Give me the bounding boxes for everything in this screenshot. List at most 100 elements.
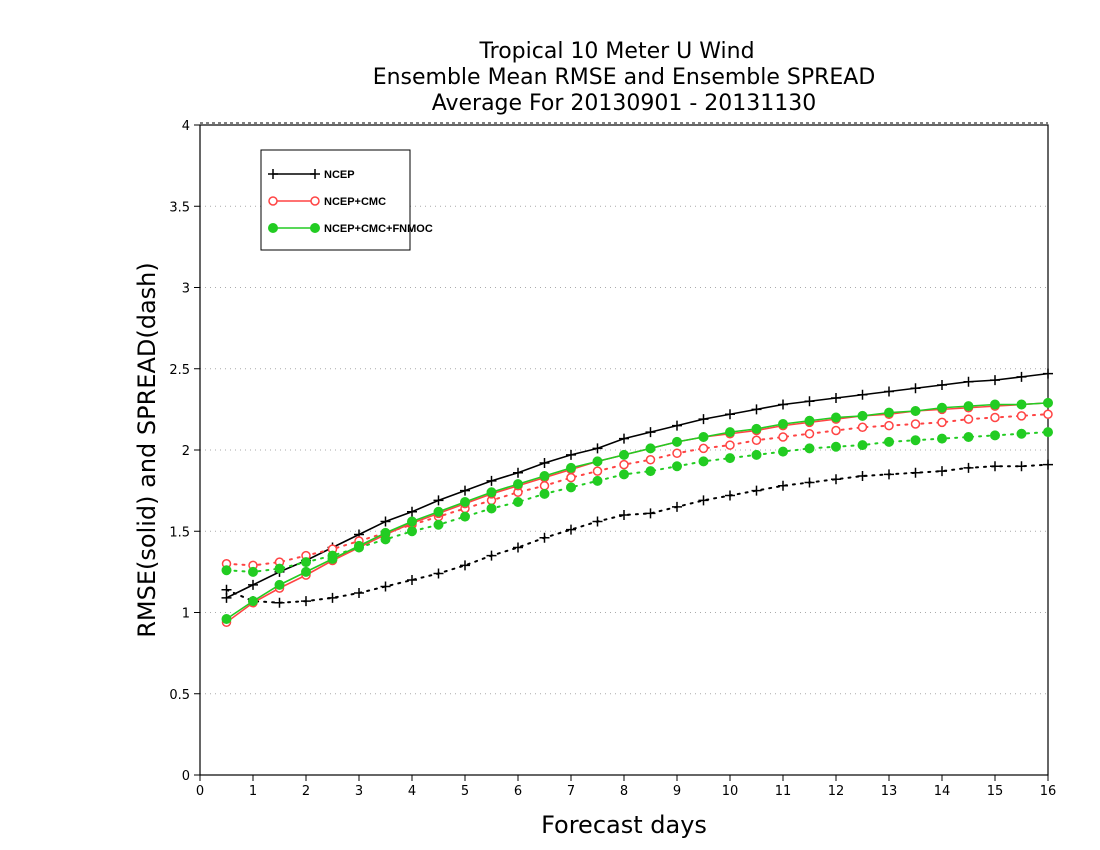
x-tick-label-8: 8 — [620, 784, 628, 799]
ncep-cmc-fnmoc-spread-point-22 — [804, 443, 815, 454]
legend-label-ncep: NCEP — [324, 169, 355, 181]
ncep-cmc-spread-point-14 — [592, 466, 603, 476]
ncep-cmc-fnmoc-spread-point-10 — [486, 503, 497, 514]
ncep-spread-point-4 — [327, 592, 338, 603]
ncep-cmc-fnmoc-spread-point-8 — [433, 519, 444, 530]
ncep-cmc-fnmoc-spread-point-25 — [884, 436, 894, 447]
ncep-cmc-fnmoc-rmse-point-23 — [831, 412, 841, 423]
ncep-spread-point-3 — [301, 596, 311, 607]
ncep-rmse-point-20 — [751, 404, 762, 415]
ncep-cmc-fnmoc-spread-line — [225, 431, 1049, 573]
ncep-rmse-point-22 — [804, 396, 815, 407]
ncep-spread-point-14 — [592, 516, 603, 527]
ncep-spread-point-7 — [407, 575, 417, 585]
ncep-rmse-point-24 — [857, 389, 868, 400]
legend-entry-ncep-cmc-fnmoc: NCEP+CMC+FNMOC — [268, 223, 433, 235]
axes: 00.511.522.533.540 1 2 3 4 5 6 7 8 9 10 11 12 13 14 15 1… — [169, 119, 1056, 799]
x-tick-label-15: 15 — [987, 784, 1004, 799]
ncep-spread-point-11 — [513, 542, 523, 553]
x-tick-label-14: 14 — [934, 784, 951, 799]
ncep-cmc-fnmoc-rmse-point-17 — [672, 436, 682, 447]
ncep-cmc-fnmoc-spread-point-9 — [460, 511, 470, 522]
ncep-cmc-fnmoc-spread-point-2 — [274, 563, 285, 574]
ncep-cmc-fnmoc-rmse-point-25 — [884, 407, 894, 418]
x-tick-label-11: 11 — [775, 784, 792, 799]
ncep-rmse-point-26 — [910, 383, 921, 394]
ncep-spread-point-30 — [1016, 461, 1027, 472]
x-tick-label-6: 6 — [514, 784, 522, 799]
ncep-cmc-fnmoc-rmse-point-3 — [301, 566, 311, 577]
ncep-rmse-point-7 — [407, 506, 417, 517]
ncep-cmc-spread-point-23 — [831, 425, 841, 436]
ncep-spread-point-22 — [804, 477, 815, 488]
ncep-cmc-fnmoc-spread-point-3 — [301, 557, 311, 568]
legend-entry-ncep: NCEP — [268, 169, 355, 181]
y-tick-label-0: 0 — [182, 769, 190, 784]
ncep-cmc-spread-point-17 — [672, 448, 682, 458]
ncep-spread-point-26 — [910, 467, 921, 478]
legend-marker-right-ncep — [310, 169, 320, 179]
ncep-cmc-fnmoc-rmse-markers — [221, 397, 1053, 624]
ncep-rmse-point-10 — [486, 475, 497, 486]
ncep-cmc-fnmoc-spread-point-23 — [831, 441, 841, 452]
ncep-cmc-spread-point-13 — [566, 472, 576, 483]
x-tick-label-7: 7 — [567, 784, 575, 799]
ncep-cmc-fnmoc-rmse-point-18 — [698, 432, 709, 442]
ncep-cmc-fnmoc-rmse-point-24 — [857, 410, 868, 421]
ncep-spread-point-16 — [645, 508, 656, 519]
ncep-cmc-fnmoc-spread-point-17 — [672, 461, 682, 472]
ncep-cmc-spread-point-26 — [910, 419, 921, 429]
ncep-spread-point-18 — [698, 495, 709, 506]
ncep-rmse-point-15 — [619, 433, 629, 444]
ncep-spread-point-27 — [937, 466, 947, 477]
ncep-cmc-fnmoc-rmse-point-27 — [937, 402, 947, 413]
ncep-spread-markers — [221, 459, 1053, 608]
ncep-spread-point-5 — [354, 588, 364, 598]
ncep-spread-point-10 — [486, 550, 497, 561]
ncep-cmc-fnmoc-spread-point-11 — [513, 497, 523, 507]
ncep-rmse-point-11 — [513, 467, 523, 478]
ncep-rmse-point-30 — [1016, 371, 1027, 382]
legend-marker-left-ncep-cmc — [268, 196, 278, 206]
ncep-cmc-fnmoc-rmse-point-0 — [221, 614, 232, 624]
ncep-spread-point-23 — [831, 474, 841, 485]
ncep-cmc-fnmoc-spread-point-28 — [963, 432, 974, 442]
y-tick-label-8: 4 — [182, 119, 190, 134]
ncep-spread-point-29 — [990, 461, 1000, 472]
ncep-spread-point-24 — [857, 471, 868, 481]
x-tick-label-9: 9 — [673, 784, 681, 799]
ncep-cmc-fnmoc-spread-point-19 — [725, 453, 735, 464]
legend-label-ncep-cmc-fnmoc: NCEP+CMC+FNMOC — [324, 223, 433, 235]
x-tick-label-10: 10 — [722, 784, 739, 799]
x-tick-label-0: 0 — [196, 784, 204, 799]
ncep-cmc-fnmoc-spread-point-24 — [857, 440, 868, 451]
ncep-cmc-fnmoc-spread-point-14 — [592, 475, 603, 486]
ncep-cmc-fnmoc-rmse-point-29 — [990, 399, 1000, 410]
ncep-cmc-fnmoc-spread-point-1 — [248, 566, 258, 577]
ncep-cmc-fnmoc-spread-point-16 — [645, 466, 656, 477]
ncep-cmc-spread-point-28 — [963, 414, 974, 424]
ncep-cmc-fnmoc-rmse-point-11 — [513, 479, 523, 490]
ncep-rmse-point-21 — [778, 399, 788, 410]
ncep-cmc-fnmoc-spread-point-0 — [221, 565, 232, 576]
ncep-cmc-fnmoc-rmse-point-12 — [539, 471, 550, 481]
ncep-cmc-fnmoc-rmse-point-16 — [645, 443, 656, 454]
legend-marker-right-ncep-cmc-fnmoc — [310, 223, 320, 233]
chart-title-line-2: Ensemble Mean RMSE and Ensemble SPREAD — [373, 65, 876, 90]
ncep-rmse-point-13 — [566, 449, 576, 460]
ncep-cmc-fnmoc-rmse-point-15 — [619, 449, 629, 460]
y-tick-label-5: 2.5 — [169, 363, 190, 378]
ncep-cmc-spread-point-22 — [804, 429, 815, 439]
ncep-cmc-fnmoc-rmse-point-31 — [1043, 397, 1053, 408]
legend-marker-right-ncep-cmc — [310, 196, 320, 206]
ncep-rmse-point-19 — [725, 409, 735, 420]
ncep-cmc-fnmoc-spread-point-7 — [407, 526, 417, 537]
ncep-cmc-spread-line — [225, 413, 1049, 567]
ncep-rmse-line — [226, 372, 1049, 599]
ncep-cmc-fnmoc-rmse-point-6 — [380, 527, 391, 538]
legend-box — [260, 149, 411, 251]
legend: NCEP NCEP+CMC NCEP+CMC+FNMOC — [260, 149, 433, 251]
ncep-spread-point-28 — [963, 462, 974, 473]
x-tick-label-12: 12 — [828, 784, 845, 799]
ncep-rmse-point-0 — [221, 592, 232, 603]
